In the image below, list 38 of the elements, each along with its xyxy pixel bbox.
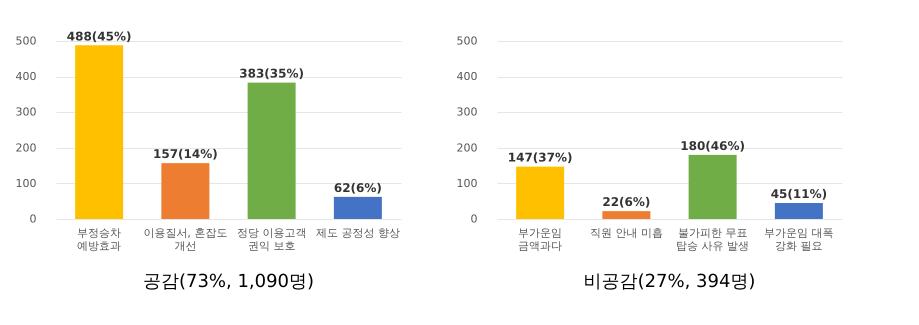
data-label: 383(35%) [239, 66, 304, 81]
y-tick-label: 400 [16, 70, 36, 84]
bar [161, 163, 210, 219]
bar [602, 211, 650, 219]
data-label: 62(6%) [334, 180, 382, 195]
y-tick-label: 100 [16, 176, 36, 190]
bar [516, 166, 564, 219]
data-label: 45(11%) [770, 186, 828, 201]
data-label: 22(6%) [602, 195, 650, 210]
x-tick-label: 직원 안내 미흡 [590, 226, 663, 240]
x-tick-label: 제도 공정성 향상 [316, 226, 400, 240]
y-tick-label: 0 [30, 212, 36, 226]
data-label: 147(37%) [508, 150, 572, 165]
bar [688, 154, 737, 219]
y-tick-label: 400 [456, 70, 478, 84]
x-tick-label: 부가운임 대폭 강화 필요 [764, 226, 834, 252]
x-tick-label: 부가운임 금액과다 [518, 226, 562, 252]
bar [248, 82, 296, 219]
data-label: 180(46%) [680, 138, 745, 153]
x-tick-label: 정당 이용고객 권익 보호 [236, 226, 306, 252]
x-tick-label: 이용질서, 혼잡도 개선 [143, 226, 228, 252]
text: 비공감(27%, 394명) [584, 271, 756, 292]
data-label: 157(14%) [153, 147, 218, 162]
y-tick-label: 300 [456, 106, 478, 119]
y-tick-label: 200 [456, 141, 478, 154]
data-label: 488(45%) [66, 29, 132, 44]
y-tick-label: 100 [456, 176, 478, 190]
x-tick-label: 불가피한 무표 탑승 사유 발생 [676, 226, 750, 252]
y-tick-label: 500 [456, 34, 478, 48]
y-tick-label: 0 [470, 212, 478, 226]
x-tick-label: 부정승차 예방효과 [77, 226, 122, 252]
y-tick-label: 500 [16, 34, 36, 48]
bar [334, 196, 382, 219]
bar [774, 202, 823, 219]
y-tick-label: 300 [16, 106, 36, 119]
bar [75, 45, 124, 219]
text: 공감(73%, 1,090명) [142, 271, 314, 292]
y-tick-label: 200 [16, 141, 36, 154]
